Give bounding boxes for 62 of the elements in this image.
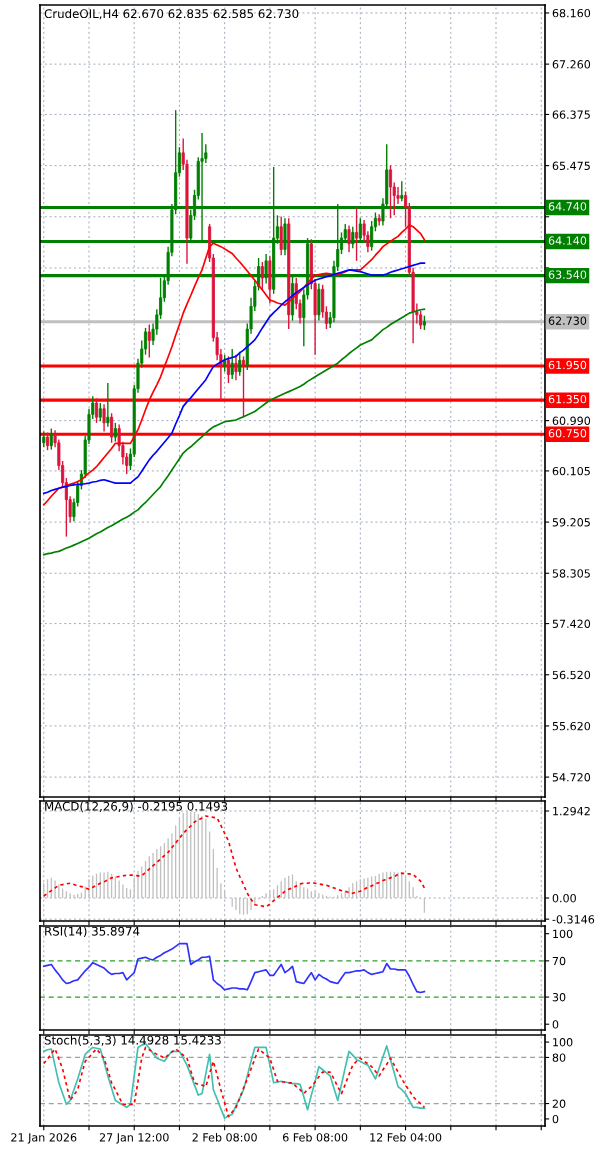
chart-title: MACD(12,26,9) -0.2195 0.1493: [45, 801, 228, 813]
line-series: [42, 308, 426, 556]
chart-title: Stoch(5,3,3) 14.4928 15.4233: [44, 1035, 221, 1046]
y-tick-label: -0.3146: [552, 915, 595, 924]
y-tick-label: 58.305: [552, 569, 590, 578]
chart-title: CrudeOIL,H4 62.670 62.835 62.585 62.730: [44, 8, 299, 20]
ref-line-label: 61.950: [548, 360, 587, 370]
y-tick-label: 54.720: [552, 773, 591, 782]
candlestick: [226, 355, 230, 384]
candlestick: [388, 164, 393, 219]
candlestick: [279, 215, 283, 256]
y-tick-label: 59.205: [552, 518, 590, 527]
y-tick-label: 60.105: [552, 466, 590, 476]
candlestick: [377, 213, 381, 227]
chart-title: RSI(14) 35.8974: [45, 926, 140, 938]
candlestick: [241, 355, 246, 418]
ref-line-label: 64.140: [548, 236, 587, 245]
candlestick: [94, 397, 99, 424]
candlestick: [347, 224, 351, 254]
y-tick-label: 30: [552, 993, 566, 1002]
candlestick: [264, 253, 268, 285]
ref-line-label: 62.730: [548, 316, 587, 325]
y-tick-label: 68.160: [552, 8, 591, 18]
candlestick: [106, 382, 110, 428]
ref-line-label: 61.350: [548, 394, 587, 404]
ref-line-label: 60.750: [548, 429, 587, 438]
x-tick-label: 21 Jan 2026: [11, 1133, 77, 1144]
candlestick: [234, 353, 238, 381]
y-tick-label: 0: [552, 1020, 559, 1029]
y-tick-label: 80: [552, 1053, 566, 1062]
y-tick-label: 60.990: [552, 416, 591, 425]
y-tick-label: 56.520: [552, 670, 591, 680]
candlestick: [147, 323, 151, 359]
x-tick-label: 6 Feb 08:00: [282, 1132, 348, 1142]
y-tick-label: 65.475: [552, 161, 590, 170]
candlestick: [102, 403, 106, 433]
candlestick: [355, 206, 359, 262]
candlestick: [230, 348, 234, 380]
candlestick: [113, 422, 117, 443]
x-tick-label: 27 Jan 12:00: [99, 1133, 169, 1144]
x-tick-label: 2 Feb 08:00: [192, 1132, 257, 1142]
candlestick: [260, 261, 264, 290]
line-series: [42, 942, 426, 994]
y-tick-label: 66.375: [552, 110, 590, 119]
y-tick-label: 20: [552, 1099, 566, 1108]
ref-line-label: 64.740: [548, 202, 587, 211]
x-tick-label: 12 Feb 04:00: [370, 1132, 442, 1142]
y-tick-label: 100: [553, 1038, 573, 1047]
candlestick: [110, 412, 114, 444]
y-tick-label: 70: [552, 956, 566, 966]
ref-line-label: 63.540: [548, 270, 587, 279]
y-tick-label: 0.00: [552, 893, 576, 903]
y-tick-label: 100: [553, 929, 573, 939]
y-tick-label: 0: [552, 1114, 559, 1124]
candlestick: [98, 402, 102, 422]
y-tick-label: 55.620: [552, 721, 591, 731]
line-series: [42, 815, 426, 908]
y-tick-label: 1.2942: [553, 806, 590, 816]
candlestick: [49, 427, 53, 451]
y-tick-label: 57.420: [552, 619, 591, 628]
candlestick: [400, 180, 404, 202]
y-tick-label: 67.260: [552, 60, 591, 69]
